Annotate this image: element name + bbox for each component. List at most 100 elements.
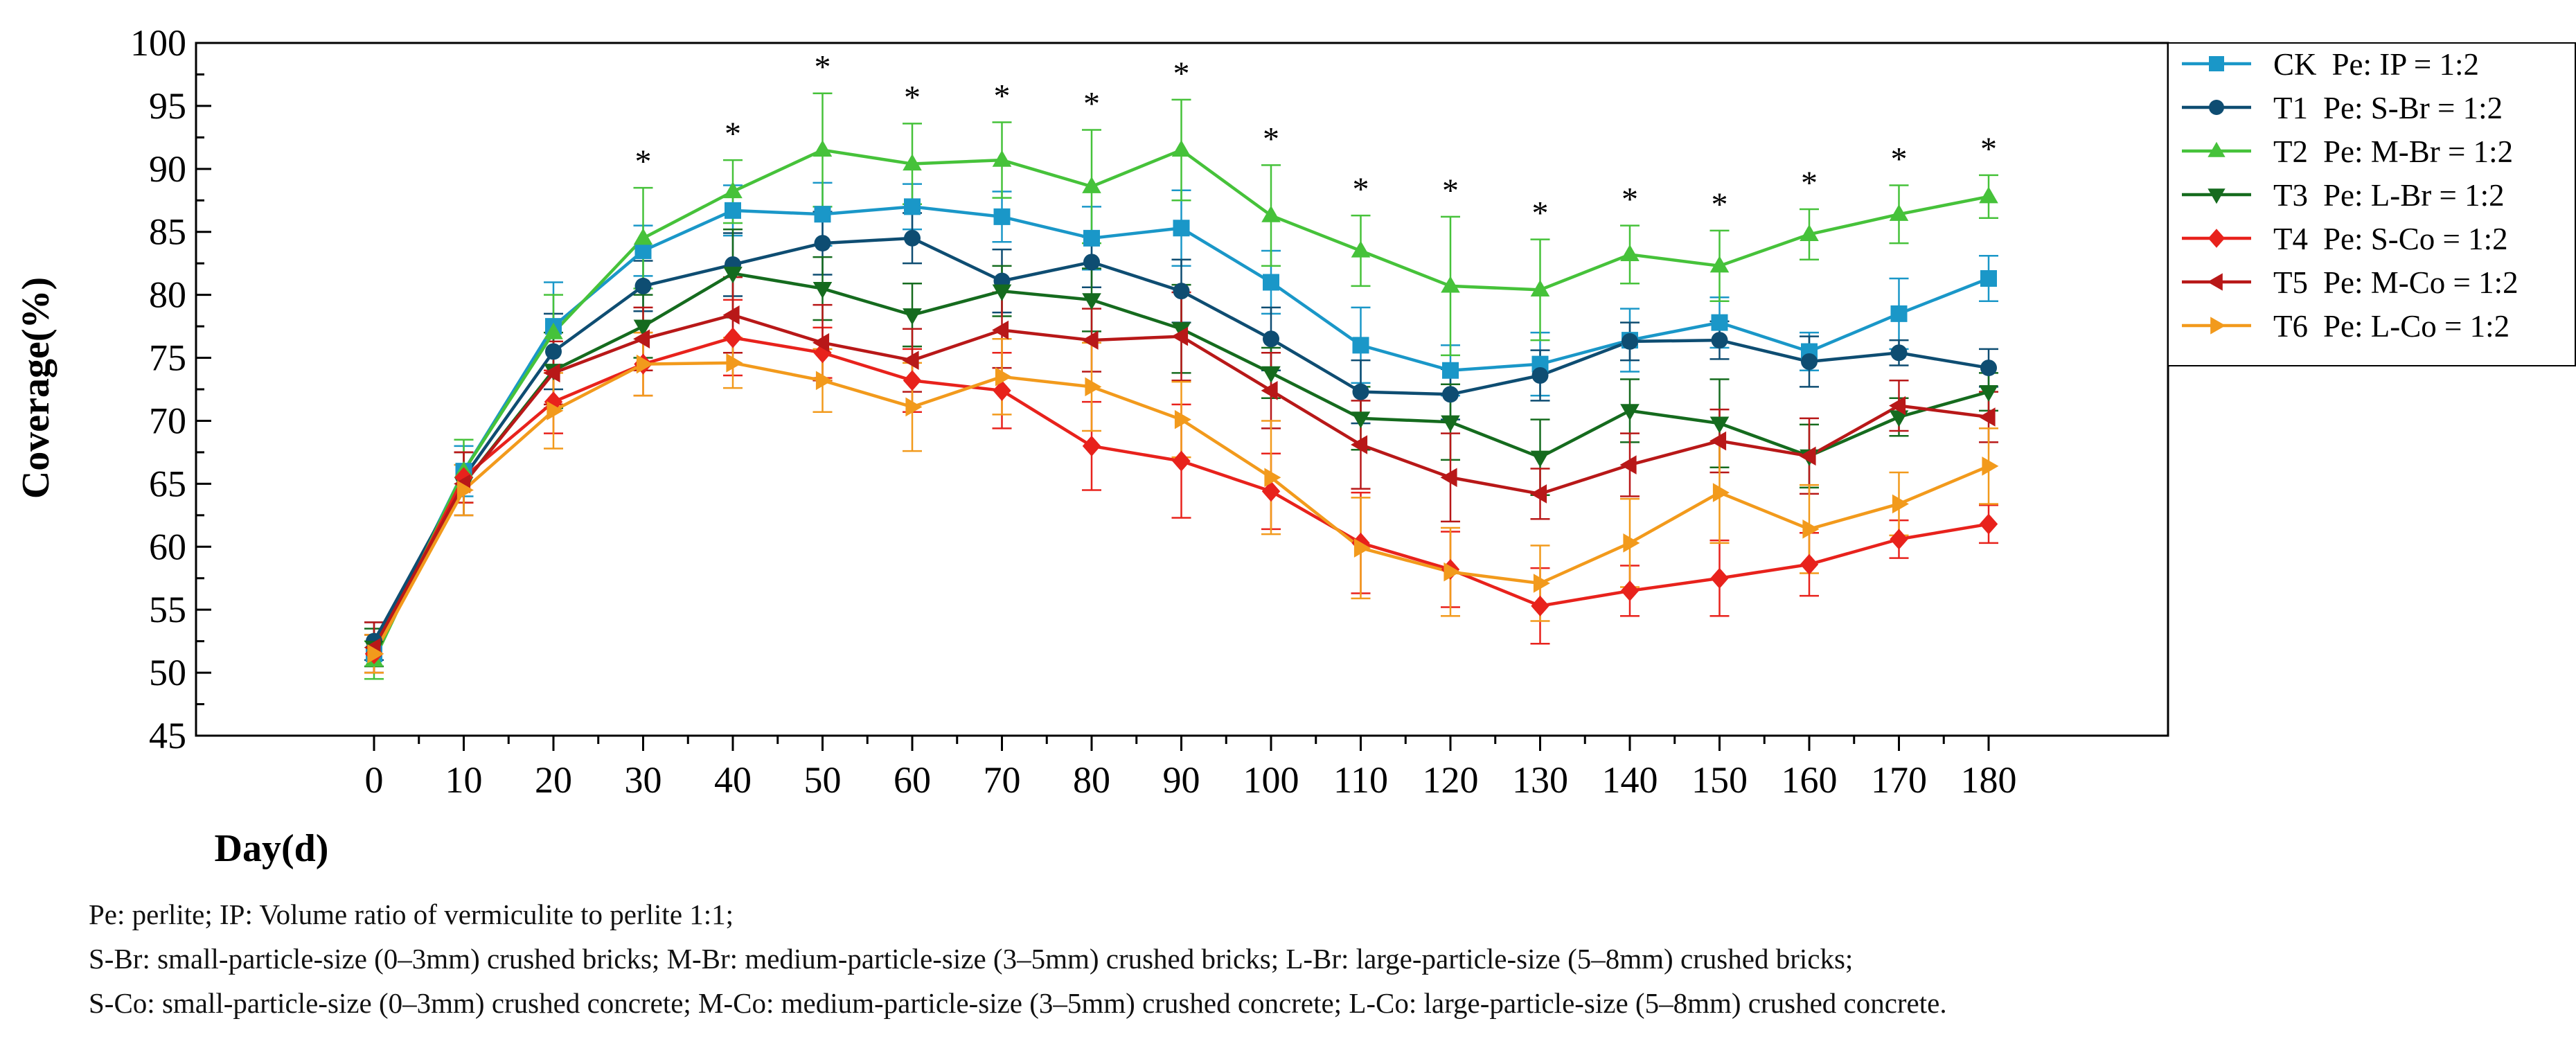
x-tick-label: 90 (1163, 759, 1200, 801)
x-tick-label: 60 (894, 759, 931, 801)
x-tick-label: 20 (535, 759, 572, 801)
data-point-t1 (1980, 360, 1997, 377)
data-point-t5 (1709, 431, 1727, 451)
data-point-t6 (367, 644, 384, 664)
data-point-ck (993, 208, 1011, 225)
data-point-t5 (812, 333, 830, 353)
data-point-t6 (905, 397, 923, 417)
footnote-line-2: S-Br: small-particle-size (0–3mm) crushe… (89, 943, 1854, 975)
significance-asterisk: * (1622, 181, 1638, 218)
significance-asterisk: * (1891, 141, 1908, 177)
x-tick-label: 10 (445, 759, 483, 801)
data-point-t2 (1441, 276, 1460, 293)
data-point-t4 (1531, 595, 1549, 617)
legend-label-ck: CK Pe: IP = 1:2 (2273, 47, 2479, 82)
data-point-t6 (547, 401, 564, 420)
data-point-t3 (903, 308, 922, 326)
data-point-t6 (1982, 456, 1999, 476)
y-tick-label: 50 (149, 652, 186, 693)
significance-asterisk: * (1532, 195, 1549, 232)
data-point-t6 (1712, 483, 1730, 502)
data-point-t5 (1440, 468, 1457, 488)
x-tick-label: 120 (1423, 759, 1479, 801)
data-point-t3 (1620, 404, 1640, 421)
y-tick-label: 100 (130, 22, 186, 64)
data-point-ck (1173, 220, 1190, 237)
data-point-t2 (1889, 204, 1909, 221)
significance-asterisk: * (994, 78, 1011, 115)
data-point-t3 (812, 281, 833, 299)
footnotes: Pe: perlite; IP: Volume ratio of vermicu… (89, 892, 2555, 1025)
data-point-t1 (1801, 353, 1818, 370)
data-point-t6 (1802, 520, 1820, 539)
data-point-t6 (1623, 533, 1640, 553)
data-point-t6 (1892, 494, 1909, 514)
data-point-ck (814, 206, 831, 223)
significance-asterisk: * (635, 143, 652, 180)
x-tick-label: 0 (365, 759, 384, 801)
data-point-t1 (1531, 367, 1549, 384)
data-point-t4 (1261, 481, 1281, 502)
data-point-t2 (903, 154, 922, 171)
significance-asterisk: * (904, 79, 921, 116)
data-point-t4 (993, 380, 1011, 401)
legend-label-t5: T5 Pe: M-Co = 1:2 (2273, 265, 2519, 300)
data-point-t4 (1800, 553, 1819, 575)
x-tick-label: 100 (1243, 759, 1299, 801)
footnote-line-1: Pe: perlite; IP: Volume ratio of vermicu… (89, 898, 734, 930)
legend-treatment-t4: Pe: S-Co = 1:2 (2323, 222, 2508, 256)
data-point-t3 (1082, 293, 1101, 310)
x-tick-label: 170 (1871, 759, 1927, 801)
x-tick-label: 180 (1961, 759, 2017, 801)
data-point-t2 (1261, 205, 1281, 222)
data-point-t1 (1711, 332, 1728, 349)
data-point-t5 (1619, 455, 1637, 475)
data-point-ck (1442, 362, 1459, 379)
legend-label-t2: T2 Pe: M-Br = 1:2 (2273, 134, 2513, 169)
data-point-t2 (633, 228, 653, 245)
data-point-t5 (1351, 435, 1368, 454)
x-tick-label: 80 (1073, 759, 1110, 801)
data-point-t4 (1082, 435, 1101, 456)
data-point-t4 (1620, 580, 1640, 601)
x-tick-label: 160 (1782, 759, 1838, 801)
data-point-t2 (1351, 240, 1371, 258)
significance-asterisk: * (1263, 121, 1279, 157)
data-point-t1 (1263, 330, 1279, 348)
legend-treatment-ck: Pe: IP = 1:2 (2332, 47, 2479, 82)
data-point-t3 (723, 267, 743, 284)
data-point-t5 (902, 351, 919, 370)
data-point-t2 (723, 181, 743, 199)
y-axis-label: Coverage(%) (15, 277, 57, 499)
axes: 45 50 55 60 65 70 75 80 85 90 95 100 0 10 20 30 40 50 60 70… (130, 22, 2017, 801)
data-point-t1 (814, 235, 831, 252)
data-point-ck (1263, 274, 1279, 291)
data-point-t6 (1264, 468, 1281, 488)
legend-treatment-t6: Pe: L-Co = 1:2 (2323, 309, 2510, 344)
legend-code-t6: T6 (2273, 309, 2308, 344)
data-point-t4 (723, 327, 743, 348)
data-point-t1 (634, 277, 652, 294)
data-point-t6 (995, 367, 1012, 387)
significance-markers: * * * * * * * * * * * * * * * * (635, 49, 1998, 232)
data-point-t4 (1172, 450, 1191, 472)
data-point-ck (1352, 337, 1369, 354)
x-tick-label: 140 (1602, 759, 1658, 801)
data-point-t5 (1261, 381, 1278, 400)
data-point-t5 (1799, 446, 1816, 466)
series-markers (364, 140, 1999, 667)
data-point-t3 (633, 319, 653, 337)
legend-marker-ck (2209, 56, 2224, 71)
significance-asterisk: * (1173, 55, 1190, 92)
data-point-t1 (1442, 386, 1459, 403)
data-point-ck (634, 242, 652, 259)
legend-marker-t4 (2208, 229, 2226, 248)
legend-label-t3: T3 Pe: L-Br = 1:2 (2273, 178, 2505, 213)
y-tick-label: 65 (149, 463, 186, 504)
x-axis-label: Day(d) (215, 827, 329, 870)
data-point-t2 (1800, 224, 1819, 241)
data-point-t2 (992, 150, 1012, 167)
data-point-ck (1711, 314, 1728, 331)
data-point-t6 (726, 353, 743, 373)
legend-marker-t3 (2208, 188, 2226, 204)
